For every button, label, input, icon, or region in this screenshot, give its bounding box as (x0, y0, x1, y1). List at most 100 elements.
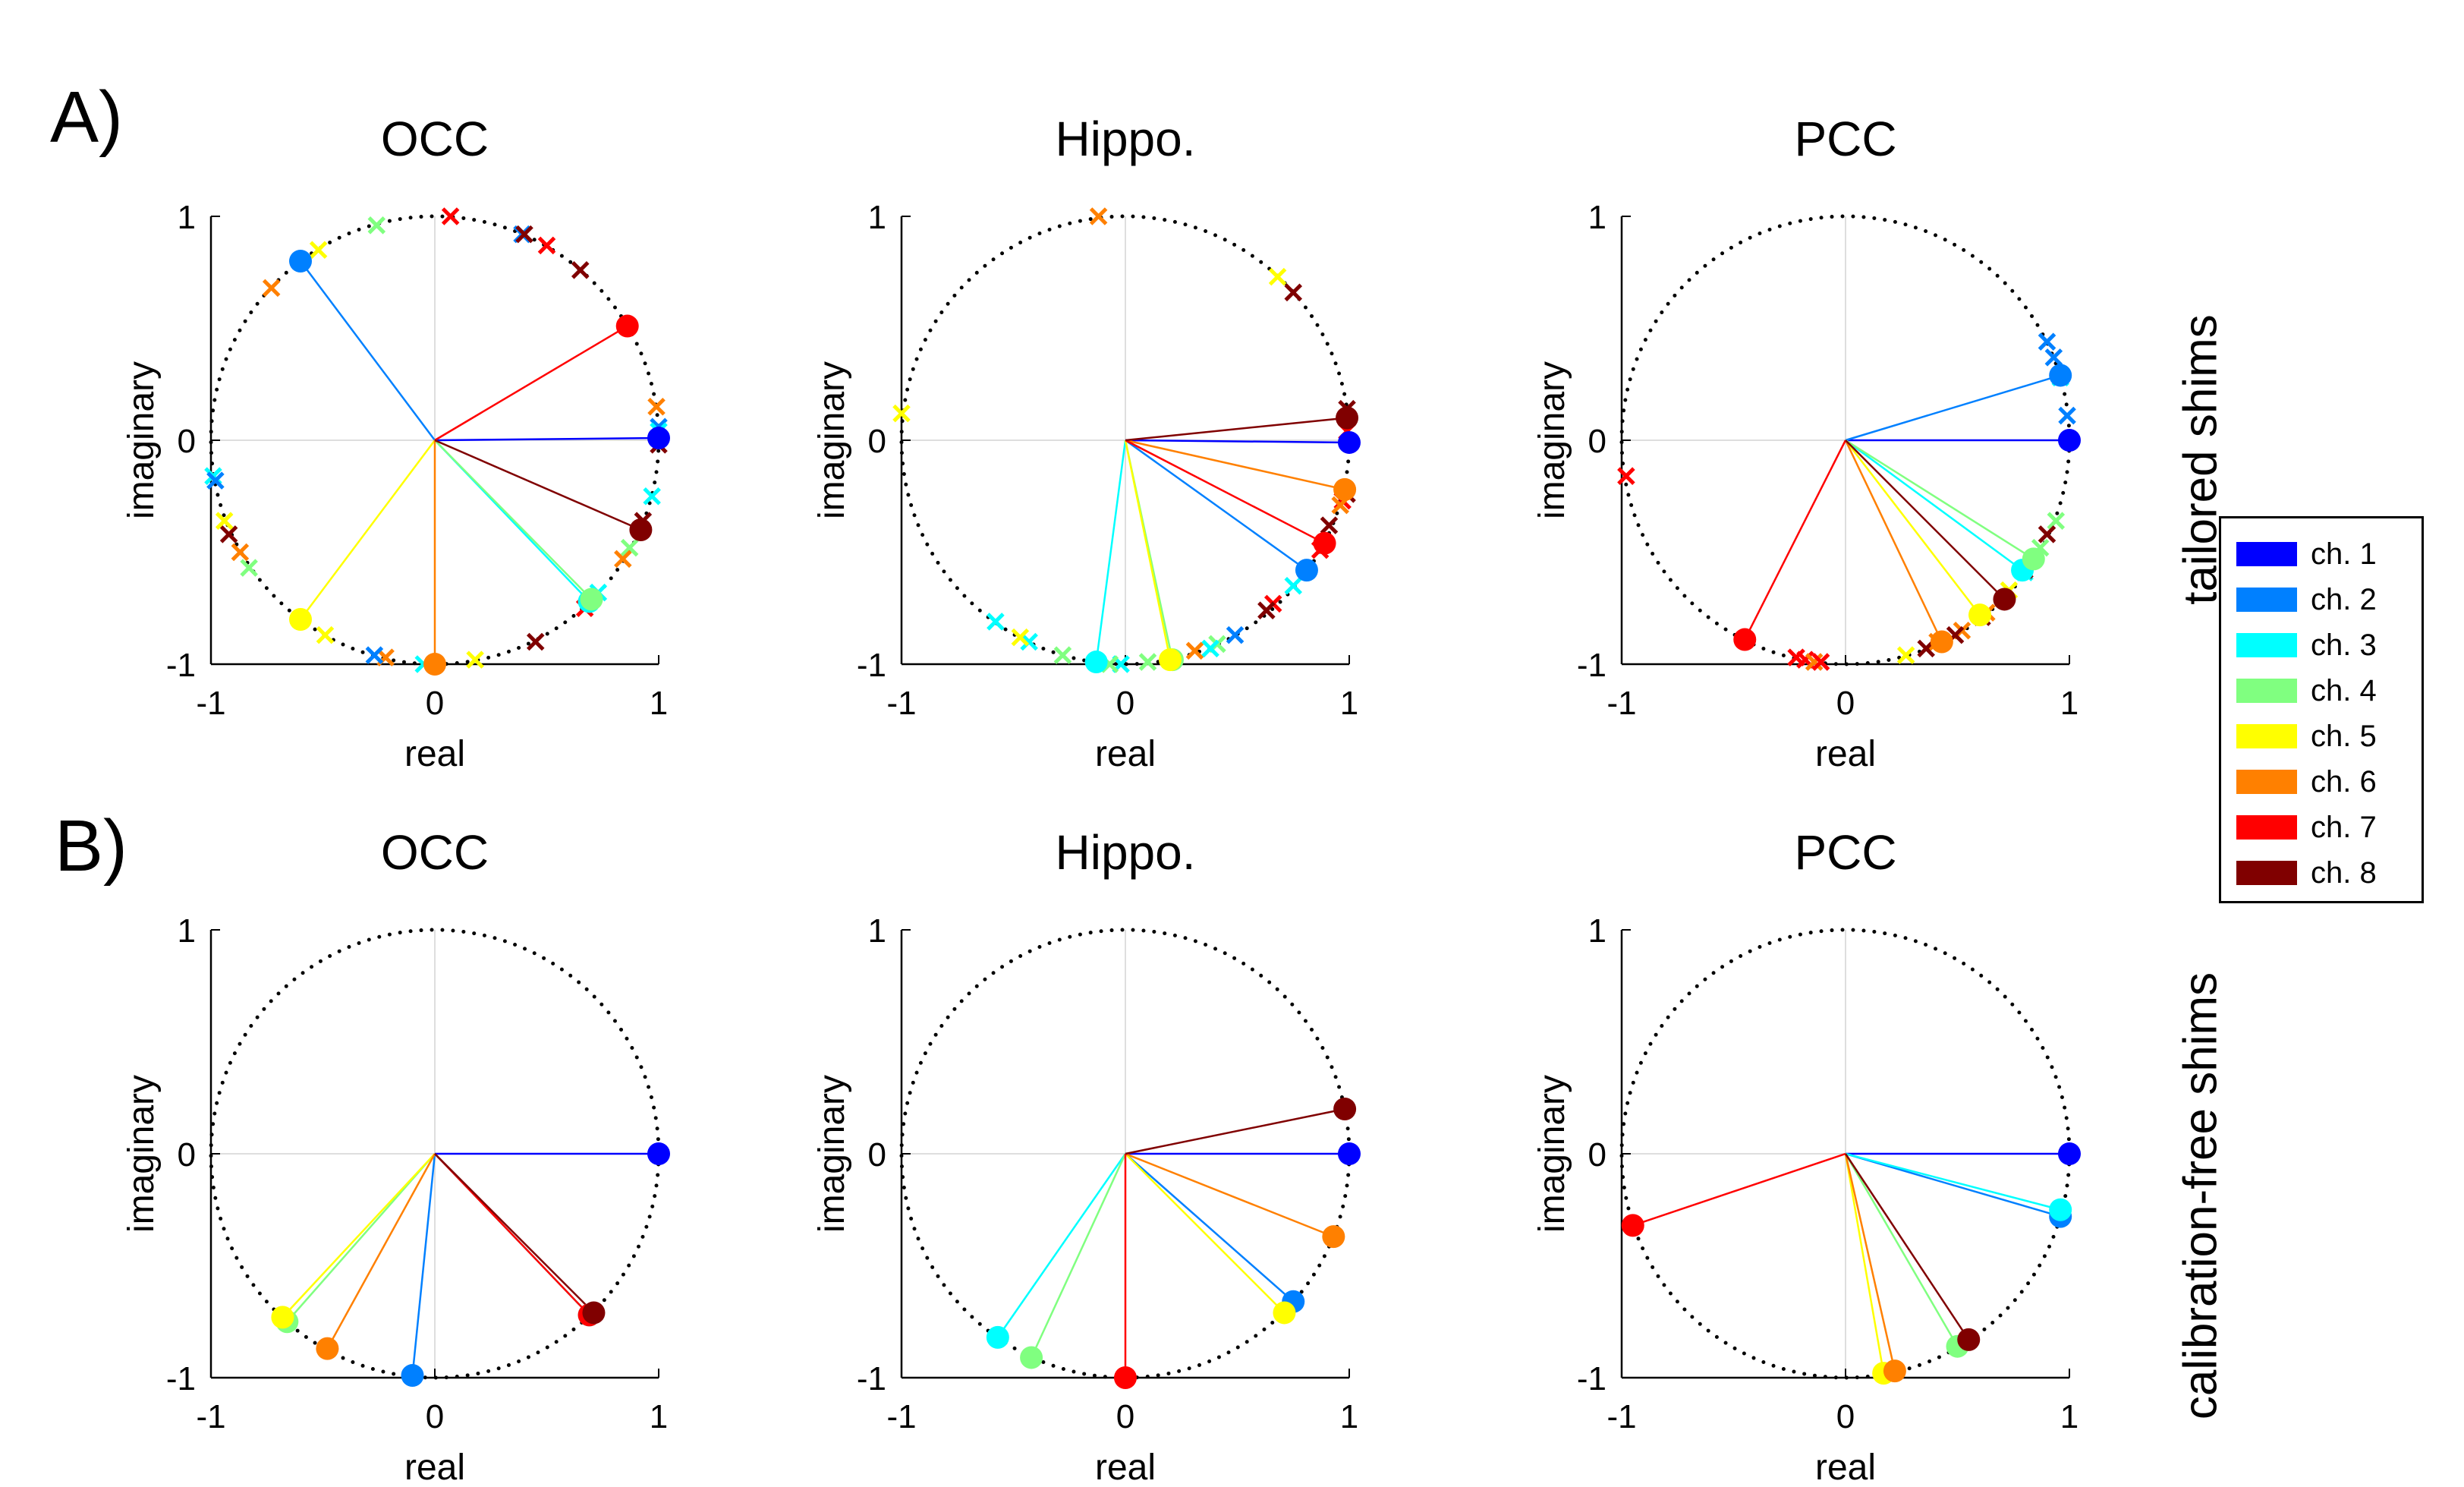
data-point (1336, 406, 1359, 430)
x-marker-stroke (231, 543, 250, 562)
vector-line (1125, 1153, 1285, 1314)
vector-line (300, 439, 436, 620)
vector-line (1844, 439, 1943, 643)
x-marker-stroke (1796, 651, 1814, 669)
x-marker (2047, 512, 2066, 530)
data-point (1733, 628, 1757, 651)
x-marker-stroke (219, 525, 238, 543)
x-tick-label: 1 (650, 1398, 668, 1435)
x-tick-label: 0 (426, 1398, 444, 1435)
legend-label: ch. 6 (2311, 764, 2377, 799)
data-point (1159, 648, 1182, 672)
data-point (289, 250, 312, 273)
x-marker-stroke (367, 216, 386, 235)
x-marker-stroke (1201, 639, 1219, 658)
data-point (2058, 1142, 2081, 1165)
y-axis-label: imaginary (1532, 361, 1572, 519)
data-point (2058, 429, 2081, 452)
x-tick-label: 0 (1116, 1398, 1134, 1435)
x-marker (2038, 525, 2056, 543)
x-tick-label: 0 (1116, 685, 1134, 722)
vector-line (1125, 439, 1326, 544)
legend: ch. 1 ch. 2 ch. 3 ch. 4 ch. 5 ch. 6 ch. 7 ch. 8 (2219, 516, 2424, 903)
vector-line (286, 1153, 436, 1323)
x-marker-stroke (571, 261, 590, 279)
data-point (1084, 651, 1108, 674)
legend-swatch (2236, 815, 2297, 840)
vector-line (1125, 439, 1345, 491)
data-point (1273, 1301, 1296, 1325)
x-marker-stroke (614, 550, 632, 569)
x-axis-label: real (404, 734, 465, 774)
x-marker-stroke (892, 404, 911, 423)
x-marker (231, 543, 250, 562)
legend-item: ch. 6 (2236, 763, 2377, 801)
y-tick-label: 0 (1588, 423, 1606, 460)
x-marker-stroke (526, 632, 545, 651)
x-marker (1284, 576, 1303, 595)
x-marker-stroke (1185, 641, 1204, 660)
x-marker (1617, 467, 1635, 485)
y-tick-label: -1 (166, 1360, 196, 1397)
data-point (1295, 559, 1318, 582)
x-marker-stroke (647, 397, 666, 416)
legend-item: ch. 5 (2236, 717, 2377, 755)
vector-line (300, 260, 436, 441)
vector-line (1125, 1107, 1345, 1155)
x-marker-stroke (1617, 467, 1635, 485)
x-marker-stroke (309, 241, 328, 260)
x-marker (1053, 646, 1072, 664)
chart-title: OCC (381, 112, 489, 166)
y-tick-label: 0 (178, 423, 196, 460)
y-tick-label: 1 (1588, 912, 1606, 950)
y-axis-label: imaginary (812, 1075, 852, 1233)
x-marker-stroke (1805, 653, 1824, 671)
x-marker-stroke (1020, 632, 1038, 651)
data-point (316, 1337, 339, 1360)
data-point (1333, 1098, 1357, 1120)
chart-title: Hippo. (1056, 112, 1196, 166)
vector-line (1844, 1153, 1959, 1347)
vector-line (1744, 439, 1847, 641)
x-marker-stroke (365, 646, 384, 664)
x-marker-stroke (2038, 525, 2056, 543)
legend-swatch (2236, 861, 2297, 885)
data-point (271, 1306, 294, 1329)
x-marker (219, 525, 238, 543)
x-marker (1020, 632, 1038, 651)
data-point (1621, 1214, 1644, 1237)
chart-title: OCC (381, 825, 489, 880)
x-marker (1138, 653, 1157, 671)
x-marker (466, 651, 484, 669)
panel-label-b: B) (55, 805, 127, 887)
x-tick-label: 0 (1836, 685, 1855, 722)
x-marker (1805, 653, 1824, 671)
chart-panel: -1 0 1 -1 0 1 real imaginary Hippo. (812, 825, 1361, 1487)
data-point (2049, 1198, 2072, 1221)
x-tick-label: -1 (886, 1398, 916, 1435)
x-marker-stroke (1787, 648, 1805, 666)
x-marker-stroke (316, 625, 335, 644)
vector-line (1125, 439, 1350, 444)
legend-item: ch. 3 (2236, 626, 2377, 664)
chart-title: PCC (1794, 112, 1896, 166)
x-tick-label: -1 (1606, 1398, 1636, 1435)
vector-line (1632, 1152, 1846, 1227)
y-tick-label: 0 (1588, 1136, 1606, 1174)
data-point (647, 427, 670, 450)
vector-line (282, 1153, 436, 1318)
x-marker (365, 646, 384, 664)
data-point (582, 1301, 606, 1325)
row-label-calibration-free: calibration-free shims (2174, 972, 2227, 1420)
data-point (1930, 630, 1953, 654)
data-point (1333, 477, 1357, 501)
vector-line (434, 325, 628, 442)
y-tick-label: 1 (1588, 199, 1606, 236)
y-tick-label: 0 (868, 423, 886, 460)
vector-line (1844, 1153, 1970, 1341)
vector-line (434, 1153, 595, 1314)
x-tick-label: 1 (2060, 1398, 2079, 1435)
data-point (1968, 603, 1991, 627)
x-marker-stroke (1089, 207, 1108, 225)
